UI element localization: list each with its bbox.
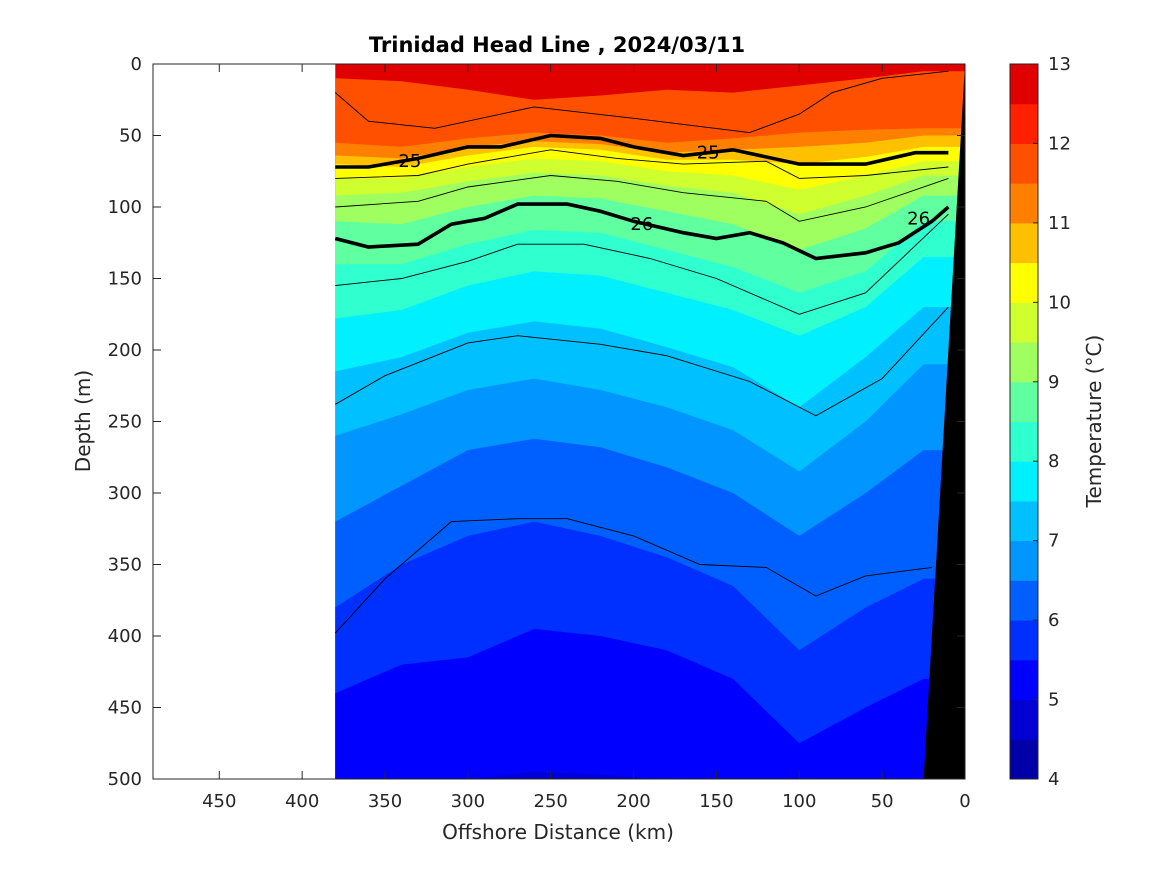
colorbar-swatch (1010, 381, 1038, 422)
x-tick-label: 200 (616, 791, 650, 812)
y-tick-label: 450 (108, 698, 142, 719)
colorbar-tick-label: 4 (1048, 769, 1059, 790)
thin-contour-line (335, 149, 949, 179)
y-axis-ticks: 0 50 100 150 200 250 300 350 400 450 500 (108, 54, 965, 790)
colorbar-swatch (1010, 461, 1038, 502)
seafloor-mask (923, 64, 965, 779)
y-tick-label: 100 (108, 197, 142, 218)
density-label: 25 (697, 143, 720, 164)
colorbar-tick-label: 12 (1048, 133, 1071, 154)
y-tick-label: 50 (119, 126, 142, 147)
x-tick-label: 350 (368, 791, 402, 812)
x-tick-label: 400 (285, 791, 319, 812)
colorbar-swatch (1010, 342, 1038, 383)
density-contour-25 (335, 133, 949, 169)
colorbar-tick-label: 8 (1048, 451, 1059, 472)
x-tick-label: 0 (959, 791, 970, 812)
colorbar-swatch (1010, 699, 1038, 740)
x-axis-label: Offshore Distance (km) (442, 820, 674, 844)
colorbar-tick-label: 6 (1048, 610, 1059, 631)
colorbar: 4 5 6 7 8 9 10 11 12 13 (1009, 54, 1071, 790)
colorbar-label: Temperature (°C) (1082, 335, 1106, 509)
seafloor (923, 64, 965, 779)
colorbar-swatch (1010, 659, 1038, 701)
thin-contour-line (335, 213, 949, 315)
colorbar-swatch (1010, 222, 1038, 264)
x-tick-label: 150 (699, 791, 733, 812)
y-tick-label: 250 (108, 412, 142, 433)
colorbar-frame (1009, 63, 1039, 780)
y-tick-label: 400 (108, 626, 142, 647)
colorbar-swatch (1010, 739, 1038, 780)
y-tick-label: 200 (108, 340, 142, 361)
colorbar-swatch (1010, 540, 1038, 581)
x-tick-label: 450 (202, 791, 236, 812)
x-tick-label: 50 (871, 791, 894, 812)
contour-lines: 25 25 26 26 (334, 70, 950, 634)
x-tick-label: 100 (782, 791, 816, 812)
y-tick-label: 0 (131, 54, 142, 75)
colorbar-swatch (1010, 421, 1038, 462)
colorbar-tick-label: 10 (1048, 292, 1071, 313)
density-label: 25 (398, 151, 421, 172)
colorbar-tick-label: 11 (1048, 213, 1071, 234)
colorbar-swatch (1010, 183, 1038, 224)
thin-contour-line (335, 70, 949, 134)
x-tick-label: 300 (451, 791, 485, 812)
chart-title: Trinidad Head Line , 2024/03/11 (369, 33, 745, 57)
temperature-band (335, 628, 965, 779)
colorbar-swatch (1010, 262, 1038, 303)
y-axis-label: Depth (m) (71, 370, 95, 472)
y-tick-label: 300 (108, 483, 142, 504)
y-tick-label: 500 (108, 769, 142, 790)
colorbar-swatch (1010, 500, 1038, 542)
temperature-band (335, 771, 965, 779)
colorbar-tick-label: 7 (1048, 531, 1059, 552)
y-tick-label: 350 (108, 555, 142, 576)
colorbar-swatch (1010, 143, 1038, 184)
colorbar-swatch (1010, 580, 1038, 621)
colorbar-tick-label: 13 (1048, 54, 1071, 75)
x-tick-label: 250 (534, 791, 568, 812)
thin-contour-line (335, 175, 949, 222)
density-label: 26 (907, 208, 930, 229)
thin-contour-line (334, 518, 932, 634)
colorbar-tick-label: 9 (1048, 372, 1059, 393)
density-label: 26 (630, 214, 653, 235)
colorbar-swatch (1010, 620, 1038, 661)
colorbar-swatch (1010, 103, 1038, 144)
colorbar-swatch (1010, 64, 1038, 105)
temperature-field (335, 64, 965, 779)
colorbar-swatch (1010, 302, 1038, 343)
y-tick-label: 150 (108, 269, 142, 290)
thin-contour-line (335, 306, 949, 417)
x-axis-ticks: 450 400 350 300 250 200 150 100 50 0 (202, 64, 971, 812)
density-contour-26 (334, 202, 950, 261)
colorbar-tick-label: 5 (1048, 690, 1059, 711)
